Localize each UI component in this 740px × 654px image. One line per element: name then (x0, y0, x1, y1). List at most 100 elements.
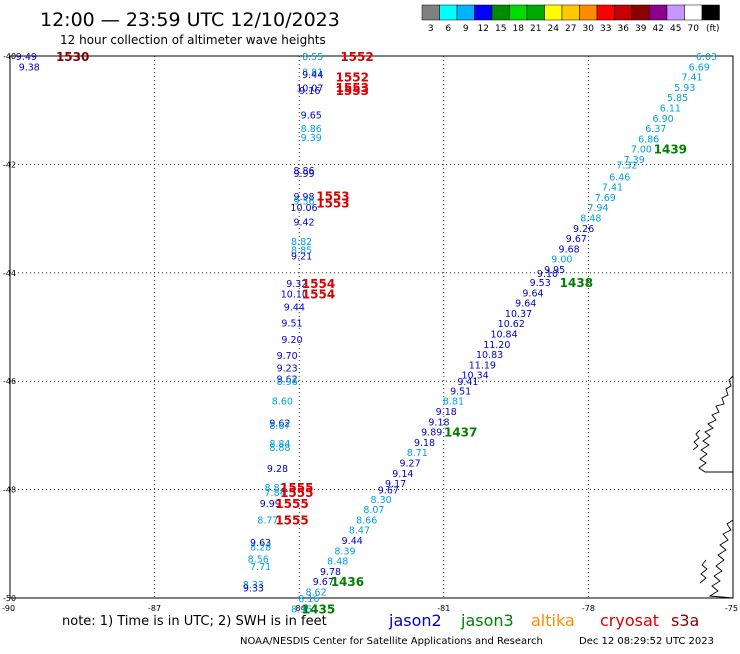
colorbar-swatch (456, 4, 475, 21)
swh-point: 8.85 (291, 245, 312, 256)
swh-point: 9.78 (320, 567, 341, 578)
swh-point: 8.81 (302, 68, 323, 79)
swh-point: 8.71 (407, 448, 428, 459)
colorbar-label: 24 (548, 24, 560, 34)
swh-point: 8.81 (443, 397, 464, 408)
colorbar-swatch (491, 4, 510, 21)
x-tick-label: -87 (148, 604, 161, 613)
colorbar-label: 36 (618, 24, 630, 34)
swh-point: 8.56 (248, 554, 269, 565)
swh-point: 5.85 (667, 93, 688, 104)
footer-note: note: 1) Time is in UTC; 2) SWH is in fe… (62, 614, 327, 629)
footer-credit: NOAA/NESDIS Center for Satellite Applica… (240, 636, 543, 647)
colorbar-swatch (596, 4, 615, 21)
x-tick-label: -78 (582, 604, 595, 613)
swh-point: 9.18 (428, 417, 449, 428)
y-tick-label: -50 (3, 594, 16, 603)
satellite-legend: jason2 jason3 altika cryosat s3a (388, 611, 699, 630)
swh-point: 6.03 (696, 52, 717, 63)
swh-point: 9.42 (293, 217, 314, 228)
pass-time-label: 1553 (336, 81, 369, 95)
colorbar-swatch (614, 4, 633, 21)
legend-jason3: jason3 (460, 611, 514, 630)
swh-point: 9.39 (301, 133, 322, 144)
coastline-segment (708, 519, 734, 599)
swh-point: 8.30 (371, 495, 392, 506)
swh-point: 7.41 (602, 183, 623, 194)
pass-time-label: 1439 (654, 143, 687, 157)
swh-points: 9.499.388.558.819.4410.079.169.658.869.3… (16, 52, 717, 615)
swh-point: 7.32 (616, 160, 637, 171)
y-tick-label: -46 (3, 377, 16, 386)
swh-point: 9.68 (559, 244, 580, 255)
swh-point: 8.60 (272, 397, 293, 408)
pass-time-label: 1435 (302, 602, 335, 616)
chart-subtitle: 12 hour collection of altimeter wave hei… (60, 33, 326, 47)
swh-point: 9.99 (293, 169, 314, 180)
pass-time-label: 1555 (280, 486, 313, 500)
swh-point: 8.16 (298, 594, 319, 605)
coastline-segment (699, 559, 708, 584)
colorbar-label: 42 (653, 24, 664, 34)
pass-time-label: 1554 (302, 277, 335, 291)
swh-point: 8.47 (349, 526, 370, 537)
colorbar-swatch (561, 4, 580, 21)
colorbar-label: 15 (495, 24, 506, 34)
swh-point: 8.82 (291, 237, 312, 248)
colorbar-label: (ft) (706, 24, 720, 34)
swh-point: 8.77 (257, 515, 278, 526)
swh-point: 9.16 (299, 86, 320, 97)
colorbar-label: 9 (463, 24, 469, 34)
swh-point: 9.70 (277, 351, 298, 362)
swh-point: 9.63 (250, 538, 271, 549)
swh-point: 9.98 (293, 192, 314, 203)
y-tick-label: -42 (3, 160, 16, 169)
pass-time-label: 1552 (336, 71, 369, 85)
coastline-segment (692, 429, 701, 451)
swh-point: 7.39 (624, 155, 645, 166)
pass-time-label: 1530 (56, 50, 89, 64)
swh-point: 8.88 (269, 443, 290, 454)
swh-point: 9.51 (281, 319, 302, 330)
pass-time-label: 1553 (316, 189, 349, 203)
swh-point: 9.26 (573, 224, 594, 235)
swh-point: 9.99 (260, 499, 281, 510)
chart-title: 12:00 — 23:59 UTC 12/10/2023 (40, 9, 340, 31)
swh-point: 8.62 (305, 587, 326, 598)
pass-time-label: 1553 (316, 196, 349, 210)
swh-point: 9.38 (19, 62, 40, 73)
swh-point: 8.86 (293, 166, 314, 177)
swh-point: 9.44 (284, 302, 305, 313)
colorbar-swatch (439, 4, 458, 21)
swh-point: 9.21 (291, 251, 312, 262)
swh-point: 6.90 (653, 114, 674, 125)
axis-ticks: -50 -48 -46 -44 -42 -40 -90 -87 -84 -81 -78 -75 (2, 52, 738, 613)
coastline (692, 375, 734, 599)
swh-point: 7.69 (595, 193, 616, 204)
y-tick-label: -40 (3, 52, 16, 61)
swh-point: 9.27 (399, 459, 420, 470)
x-tick-label: -84 (293, 604, 306, 613)
swh-point: 5.93 (674, 83, 695, 94)
swh-point: 9.49 (16, 52, 37, 63)
swh-point: 9.95 (544, 265, 565, 276)
grid-lines (10, 56, 733, 598)
swh-point: 8.84 (269, 439, 290, 450)
swh-point: 6.37 (645, 124, 666, 135)
colorbar-label: 18 (513, 24, 525, 34)
swh-point: 9.41 (457, 377, 478, 388)
swh-point: 9.53 (530, 278, 551, 289)
swh-point: 9.20 (281, 335, 302, 346)
colorbar-swatch (701, 4, 720, 21)
swh-point: 9.18 (436, 407, 457, 418)
swh-point: 9.65 (301, 111, 322, 122)
swh-point: 8.55 (302, 52, 323, 63)
swh-point: 9.23 (277, 364, 298, 375)
swh-point: 8.07 (363, 505, 384, 516)
swh-point: 9.64 (515, 299, 536, 310)
colorbar-swatch (474, 4, 493, 21)
swh-point: 8.39 (334, 546, 355, 557)
x-tick-label: -75 (725, 604, 738, 613)
swh-point: 11.20 (483, 340, 510, 351)
